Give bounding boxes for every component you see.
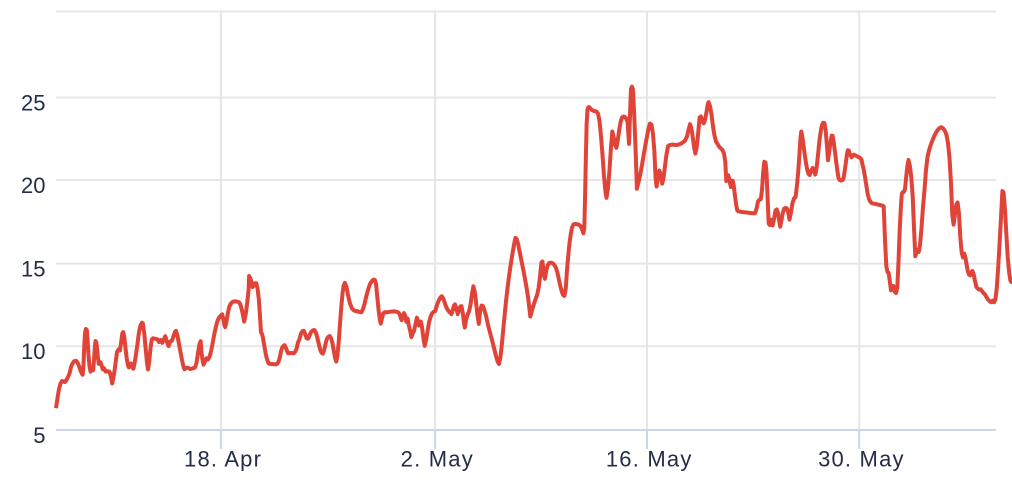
svg-text:15: 15 (21, 257, 45, 282)
svg-text:10: 10 (21, 339, 45, 364)
svg-text:2. May: 2. May (401, 447, 474, 472)
svg-text:18. Apr: 18. Apr (184, 447, 262, 472)
svg-text:25: 25 (21, 91, 45, 116)
svg-text:16. May: 16. May (606, 447, 693, 472)
svg-text:20: 20 (21, 173, 45, 198)
svg-text:30. May: 30. May (818, 447, 905, 472)
svg-text:5: 5 (33, 423, 45, 448)
